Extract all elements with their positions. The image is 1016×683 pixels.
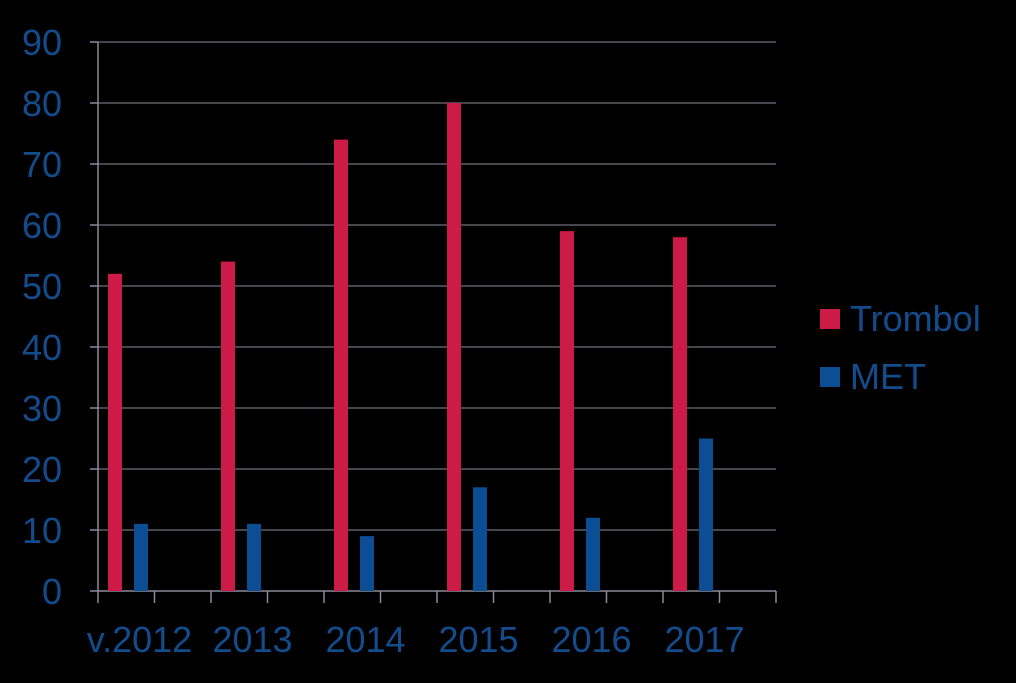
y-tick-label-50: 50 — [22, 266, 62, 307]
bars — [108, 103, 713, 591]
bar-met-v.2012 — [134, 523, 148, 591]
y-tick-label-90: 90 — [22, 22, 62, 63]
legend-label-trombol: Trombol — [850, 298, 981, 339]
legend-item-trombol: Trombol — [820, 290, 981, 348]
legend-swatch-trombol — [820, 309, 840, 329]
y-tick-label-10: 10 — [22, 510, 62, 551]
y-tick-label-20: 20 — [22, 449, 62, 490]
x-tick-label-2017: 2017 — [664, 619, 744, 660]
y-tick-label-40: 40 — [22, 327, 62, 368]
bar-met-2013 — [247, 523, 261, 591]
y-tick-label-70: 70 — [22, 144, 62, 185]
legend: Trombol MET — [820, 290, 981, 406]
x-tick-label-2016: 2016 — [551, 619, 631, 660]
bar-trombol-2016 — [560, 231, 574, 591]
bar-trombol-v.2012 — [108, 273, 122, 591]
bar-trombol-2017 — [673, 237, 687, 591]
bar-trombol-2013 — [221, 261, 235, 591]
bar-trombol-2015 — [447, 103, 461, 591]
bar-met-2016 — [586, 517, 600, 591]
x-tick-label-2013: 2013 — [212, 619, 292, 660]
x-tick-label-2014: 2014 — [325, 619, 405, 660]
legend-item-met: MET — [820, 348, 981, 406]
x-tick-label-2015: 2015 — [438, 619, 518, 660]
gridlines — [98, 41, 776, 531]
x-tick-label-v.2012: v.2012 — [87, 619, 192, 660]
axes — [90, 41, 777, 603]
bar-met-2017 — [699, 438, 713, 591]
y-tick-label-60: 60 — [22, 205, 62, 246]
legend-swatch-met — [820, 367, 840, 387]
tick-labels: 0 10 20 30 40 50 60 70 80 90 v.2012 2013 2014 2015 201… — [22, 22, 745, 660]
y-tick-label-0: 0 — [42, 571, 62, 612]
bar-met-2015 — [473, 487, 487, 591]
bar-met-2014 — [360, 536, 374, 591]
y-tick-label-80: 80 — [22, 83, 62, 124]
bar-trombol-2014 — [334, 139, 348, 591]
y-tick-label-30: 30 — [22, 388, 62, 429]
legend-label-met: MET — [850, 356, 926, 397]
